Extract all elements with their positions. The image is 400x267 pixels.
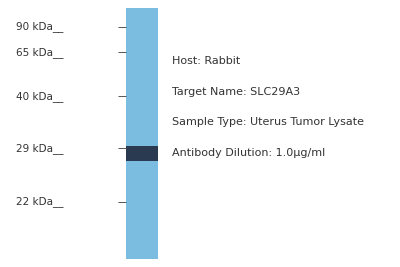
Text: 90 kDa__: 90 kDa__ — [16, 21, 63, 32]
Bar — [126, 8, 158, 259]
Text: Antibody Dilution: 1.0µg/ml: Antibody Dilution: 1.0µg/ml — [172, 148, 325, 158]
Text: 40 kDa__: 40 kDa__ — [16, 91, 63, 101]
Text: Host: Rabbit: Host: Rabbit — [172, 56, 240, 66]
Text: Target Name: SLC29A3: Target Name: SLC29A3 — [172, 87, 300, 97]
Text: 65 kDa__: 65 kDa__ — [16, 47, 64, 57]
Text: 29 kDa__: 29 kDa__ — [16, 143, 64, 154]
Bar — [126, 146, 158, 161]
Text: 22 kDa__: 22 kDa__ — [16, 196, 64, 207]
Text: Sample Type: Uterus Tumor Lysate: Sample Type: Uterus Tumor Lysate — [172, 117, 364, 127]
